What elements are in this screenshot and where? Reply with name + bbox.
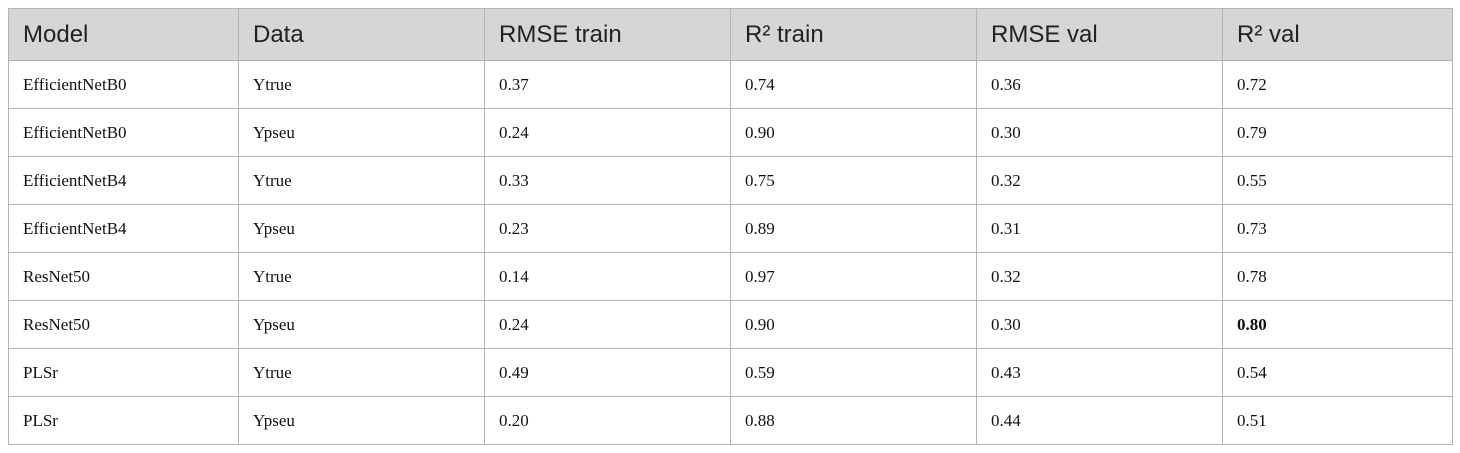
table-cell: 0.44 — [976, 396, 1223, 445]
table-row: EfficientNetB0 Ypseu 0.24 0.90 0.30 0.79 — [8, 108, 1453, 157]
table-cell: 0.54 — [1222, 348, 1453, 397]
table-row: PLSr Ypseu 0.20 0.88 0.44 0.51 — [8, 396, 1453, 445]
table-cell: 0.73 — [1222, 204, 1453, 253]
table-cell: 0.78 — [1222, 252, 1453, 301]
table-row: EfficientNetB0 Ytrue 0.37 0.74 0.36 0.72 — [8, 60, 1453, 109]
table-cell: 0.37 — [484, 60, 731, 109]
table-cell: Ytrue — [238, 252, 485, 301]
table-cell: 0.74 — [730, 60, 977, 109]
table-cell: EfficientNetB0 — [8, 60, 239, 109]
table-cell: Ypseu — [238, 108, 485, 157]
table-header: Model Data RMSE train R² train RMSE val R² va… — [8, 8, 1453, 61]
table-cell: PLSr — [8, 396, 239, 445]
table-cell: 0.90 — [730, 300, 977, 349]
table-cell: 0.97 — [730, 252, 977, 301]
table-cell: 0.30 — [976, 108, 1223, 157]
table-row: EfficientNetB4 Ypseu 0.23 0.89 0.31 0.73 — [8, 204, 1453, 253]
table-cell: 0.43 — [976, 348, 1223, 397]
results-table: Model Data RMSE train R² train RMSE val R² va… — [8, 8, 1453, 445]
table-cell: 0.72 — [1222, 60, 1453, 109]
table-cell: EfficientNetB4 — [8, 156, 239, 205]
table-cell: 0.55 — [1222, 156, 1453, 205]
table-cell: 0.59 — [730, 348, 977, 397]
table-cell: 0.36 — [976, 60, 1223, 109]
table-cell: Ytrue — [238, 60, 485, 109]
table-cell: Ypseu — [238, 204, 485, 253]
table-cell: 0.32 — [976, 252, 1223, 301]
table-cell: 0.24 — [484, 108, 731, 157]
table-cell: 0.51 — [1222, 396, 1453, 445]
table-cell: ResNet50 — [8, 300, 239, 349]
header-cell: R² train — [730, 8, 977, 61]
table-cell: 0.49 — [484, 348, 731, 397]
table-cell: 0.89 — [730, 204, 977, 253]
table-cell: 0.24 — [484, 300, 731, 349]
table-row: ResNet50 Ypseu 0.24 0.90 0.30 0.80 — [8, 300, 1453, 349]
table-cell: 0.20 — [484, 396, 731, 445]
header-cell: Data — [238, 8, 485, 61]
table-cell: 0.79 — [1222, 108, 1453, 157]
table-cell: 0.32 — [976, 156, 1223, 205]
header-cell: R² val — [1222, 8, 1453, 61]
table-cell: Ytrue — [238, 156, 485, 205]
table-cell: ResNet50 — [8, 252, 239, 301]
table-body: EfficientNetB0 Ytrue 0.37 0.74 0.36 0.72 Effic… — [8, 60, 1453, 445]
header-row: Model Data RMSE train R² train RMSE val R² va… — [8, 8, 1453, 61]
header-cell: Model — [8, 8, 239, 61]
table-cell: 0.31 — [976, 204, 1223, 253]
table-cell: 0.75 — [730, 156, 977, 205]
table-cell: Ytrue — [238, 348, 485, 397]
header-cell: RMSE val — [976, 8, 1223, 61]
table-row: ResNet50 Ytrue 0.14 0.97 0.32 0.78 — [8, 252, 1453, 301]
table-cell: Ypseu — [238, 396, 485, 445]
table-cell: EfficientNetB0 — [8, 108, 239, 157]
table-cell: 0.33 — [484, 156, 731, 205]
table-cell: 0.14 — [484, 252, 731, 301]
table-cell: Ypseu — [238, 300, 485, 349]
table-cell: PLSr — [8, 348, 239, 397]
table-cell: 0.80 — [1222, 300, 1453, 349]
table-cell: 0.90 — [730, 108, 977, 157]
table-row: EfficientNetB4 Ytrue 0.33 0.75 0.32 0.55 — [8, 156, 1453, 205]
table-cell: 0.88 — [730, 396, 977, 445]
table-cell: 0.30 — [976, 300, 1223, 349]
header-cell: RMSE train — [484, 8, 731, 61]
table-cell: EfficientNetB4 — [8, 204, 239, 253]
table-row: PLSr Ytrue 0.49 0.59 0.43 0.54 — [8, 348, 1453, 397]
table-cell: 0.23 — [484, 204, 731, 253]
